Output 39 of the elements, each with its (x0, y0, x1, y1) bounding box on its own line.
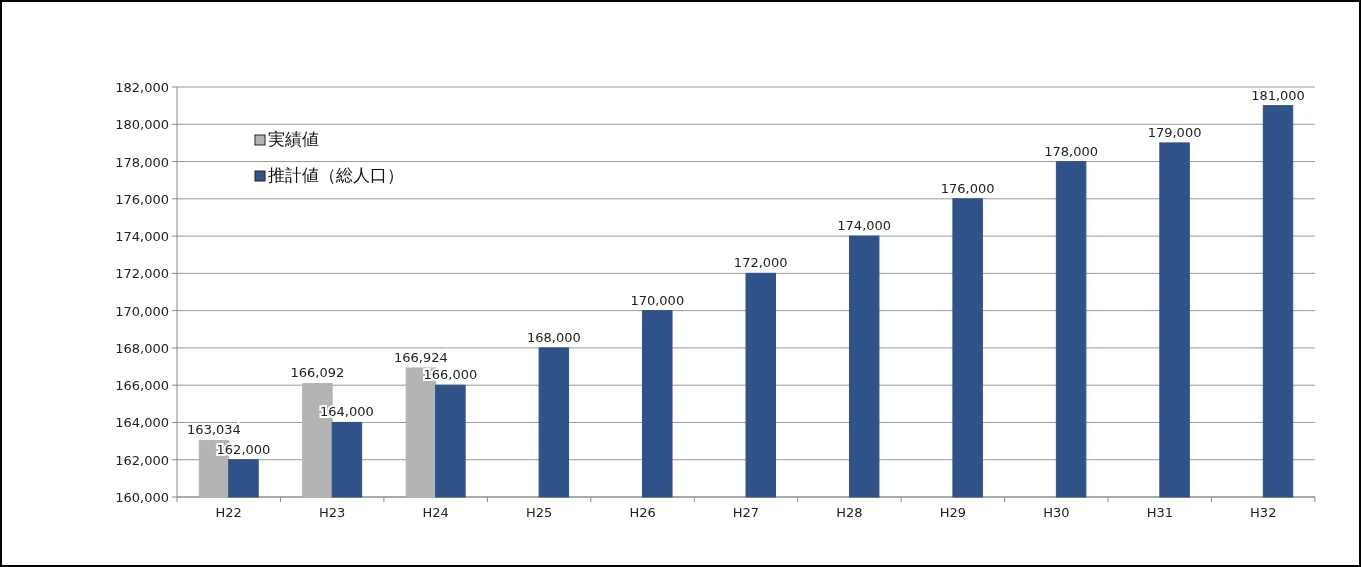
data-label: 168,000 (526, 329, 581, 345)
data-label: 166,000 (423, 367, 478, 383)
data-label: 179,000 (1147, 124, 1202, 140)
x-tick-label: H27 (732, 505, 760, 520)
x-tick-label: H32 (1250, 505, 1277, 520)
x-tick-label: H30 (1043, 505, 1070, 520)
x-tick-label: H23 (319, 505, 346, 520)
data-label: 166,924 (394, 349, 448, 365)
data-label: 172,000 (733, 255, 788, 271)
data-label: 176,000 (940, 180, 995, 196)
data-label: 170,000 (630, 292, 685, 308)
y-tick-label: 178,000 (115, 154, 169, 170)
x-tick-label: H24 (422, 505, 449, 520)
y-tick-label: 176,000 (115, 191, 169, 207)
y-tick-label: 168,000 (115, 340, 169, 356)
y-tick-label: 174,000 (115, 229, 169, 245)
x-tick-label: H29 (939, 505, 967, 520)
data-label: 181,000 (1251, 87, 1305, 103)
data-label: 178,000 (1044, 143, 1098, 159)
x-tick-label: H28 (836, 505, 863, 520)
y-tick-label: 172,000 (115, 266, 169, 282)
y-tick-label: 170,000 (115, 303, 169, 319)
x-tick-label: H26 (629, 505, 656, 520)
legend-label: 推計値（総人口） (268, 165, 404, 185)
data-label: 166,092 (290, 365, 345, 381)
data-label: 163,034 (187, 422, 241, 438)
y-tick-label: 160,000 (115, 490, 169, 505)
x-tick-label: H31 (1146, 505, 1173, 520)
x-tick-label: H22 (215, 505, 242, 520)
data-label: 162,000 (216, 441, 271, 457)
y-tick-label: 164,000 (115, 415, 169, 431)
data-label: 164,000 (320, 404, 374, 420)
y-tick-label: 180,000 (115, 117, 169, 133)
x-tick-label: H25 (525, 505, 553, 520)
y-tick-label: 166,000 (115, 378, 169, 394)
y-tick-label: 162,000 (115, 452, 169, 468)
data-label: 174,000 (837, 218, 892, 234)
y-tick-label: 182,000 (115, 80, 169, 95)
legend-label: 実績値 (268, 129, 319, 149)
